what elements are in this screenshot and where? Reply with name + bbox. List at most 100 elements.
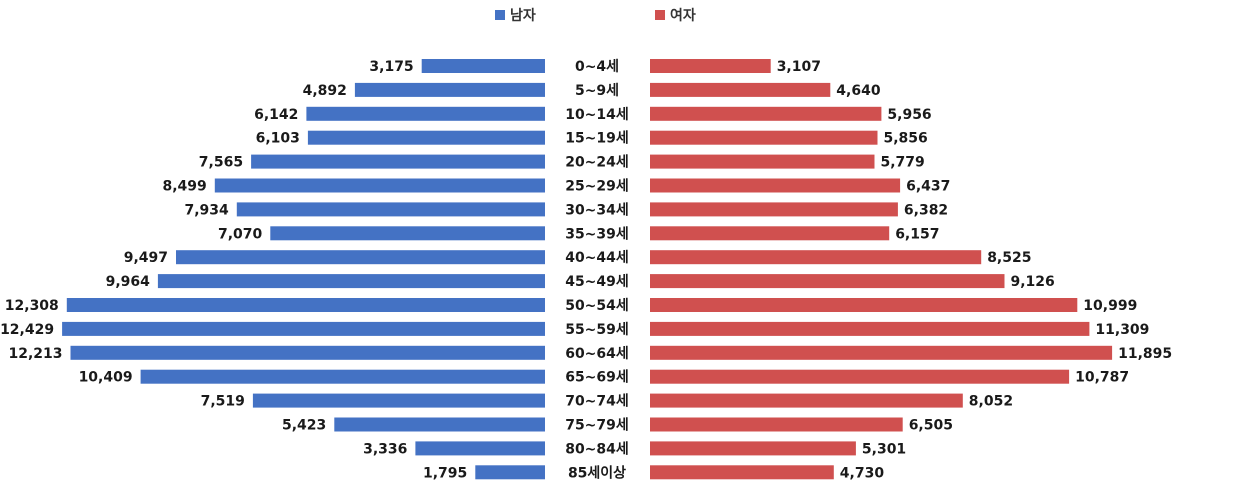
legend-swatch-male [495, 10, 505, 20]
bar-male [251, 154, 545, 169]
category-label: 85세이상 [568, 464, 626, 481]
legend-item-female: 여자 [655, 7, 696, 24]
data-label-female: 5,779 [881, 155, 925, 171]
category-label: 10~14세 [565, 107, 629, 123]
category-label: 25~29세 [565, 179, 629, 195]
bar-female [650, 82, 831, 97]
data-label-female: 11,895 [1118, 346, 1172, 362]
bar-female [650, 441, 856, 456]
category-label: 55~59세 [565, 322, 629, 338]
bar-male [66, 298, 546, 312]
data-label-female: 9,126 [1011, 274, 1055, 290]
data-label-female: 4,640 [836, 83, 881, 99]
data-label-female: 10,999 [1083, 298, 1137, 314]
category-label: 0~4세 [575, 59, 619, 75]
data-label-male: 7,565 [199, 155, 243, 171]
data-label-male: 7,070 [218, 226, 263, 242]
series-female: 3,107 4,640 5,956 5,856 5,779 6,437 6,382 6,157… [650, 59, 1172, 481]
bar-female [650, 178, 901, 193]
bar-female [650, 226, 890, 241]
data-label-female: 8,525 [987, 250, 1031, 266]
category-label: 70~74세 [565, 394, 629, 410]
data-label-male: 9,497 [124, 250, 168, 266]
series-male: 3,175 4,892 6,142 6,103 7,565 8,499 7,934 7,070… [0, 59, 546, 481]
data-label-female: 8,052 [969, 394, 1013, 410]
data-label-male: 12,213 [8, 346, 62, 362]
data-label-male: 3,175 [369, 59, 413, 75]
category-label: 80~84세 [565, 441, 629, 457]
bar-female [650, 130, 878, 145]
data-label-male: 6,103 [256, 131, 300, 147]
legend-label-male: 남자 [510, 7, 536, 24]
bar-male [306, 106, 545, 121]
bar-male [157, 274, 545, 289]
data-label-female: 3,107 [777, 59, 821, 75]
bar-female [650, 345, 1113, 360]
bar-female [650, 321, 1090, 336]
data-label-male: 3,336 [363, 441, 407, 457]
bar-female [650, 106, 882, 121]
category-label: 40~44세 [565, 250, 629, 266]
bar-male [176, 250, 545, 265]
data-label-female: 4,730 [840, 465, 885, 481]
bar-male [62, 321, 545, 336]
data-label-male: 1,795 [423, 465, 467, 481]
bar-male [252, 393, 545, 408]
legend-item-male: 남자 [495, 7, 536, 24]
category-label: 50~54세 [565, 298, 629, 314]
category-label: 65~69세 [565, 370, 629, 386]
bar-male [236, 202, 546, 217]
category-labels: 0~4세 5~9세 10~14세 15~19세 20~24세 25~29세 30~34세 35… [565, 59, 629, 481]
data-label-female: 5,301 [862, 441, 906, 457]
bar-male [421, 59, 545, 73]
data-label-male: 6,142 [254, 107, 298, 123]
bar-male [270, 226, 545, 241]
bar-male [307, 130, 545, 145]
bar-female [650, 298, 1078, 312]
category-label: 20~24세 [565, 155, 629, 171]
data-label-female: 5,956 [887, 107, 931, 123]
category-label: 60~64세 [565, 346, 629, 362]
bar-female [650, 250, 982, 265]
bar-female [650, 417, 903, 432]
bar-female [650, 154, 875, 169]
data-label-female: 6,382 [904, 202, 948, 218]
data-label-female: 6,505 [909, 418, 953, 434]
bar-male [415, 441, 545, 456]
category-label: 35~39세 [565, 226, 629, 242]
category-label: 30~34세 [565, 202, 629, 218]
data-label-male: 5,423 [282, 418, 326, 434]
data-label-male: 9,964 [106, 274, 151, 290]
bar-male [214, 178, 546, 193]
legend-label-female: 여자 [670, 7, 696, 24]
legend: 남자 여자 [495, 7, 696, 24]
data-label-male: 10,409 [79, 370, 133, 386]
bar-female [650, 393, 963, 408]
data-label-male: 12,429 [0, 322, 54, 338]
data-label-male: 7,519 [201, 394, 245, 410]
category-label: 5~9세 [575, 83, 619, 99]
data-label-female: 6,157 [895, 226, 939, 242]
bar-male [70, 345, 545, 360]
data-label-male: 12,308 [5, 298, 59, 314]
bar-male [334, 417, 545, 432]
bar-female [650, 369, 1070, 384]
data-label-male: 8,499 [163, 179, 207, 195]
data-label-male: 4,892 [303, 83, 347, 99]
legend-swatch-female [655, 10, 665, 20]
category-label: 45~49세 [565, 274, 629, 290]
data-label-female: 10,787 [1075, 370, 1129, 386]
bar-female [650, 465, 834, 480]
bar-female [650, 202, 898, 217]
category-label: 15~19세 [565, 131, 629, 147]
data-label-female: 5,856 [884, 131, 928, 147]
bar-female [650, 59, 771, 73]
bar-male [475, 465, 545, 480]
data-label-female: 11,309 [1095, 322, 1149, 338]
data-label-male: 7,934 [185, 202, 230, 218]
bar-male [354, 82, 545, 97]
category-label: 75~79세 [565, 418, 629, 434]
bar-male [140, 369, 545, 384]
bar-female [650, 274, 1005, 289]
